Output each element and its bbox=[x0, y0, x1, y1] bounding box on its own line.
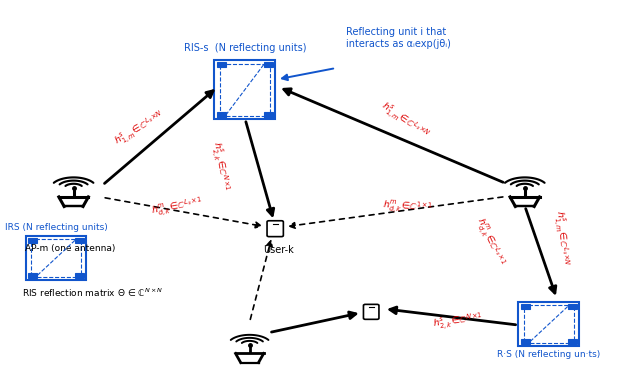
Bar bbox=[524, 305, 574, 343]
Bar bbox=[264, 62, 273, 67]
Text: $h^{s}_{1,m}\!\in\!\mathbb{C}^{L_s\!\times\! N}$: $h^{s}_{1,m}\!\in\!\mathbb{C}^{L_s\!\tim… bbox=[377, 98, 432, 144]
Bar bbox=[26, 236, 86, 280]
Text: RIS-s  (N reflecting units): RIS-s (N reflecting units) bbox=[184, 43, 307, 53]
Bar bbox=[31, 239, 81, 277]
Text: AP-m (one antenna): AP-m (one antenna) bbox=[25, 244, 116, 253]
Text: RIS reflection matrix Θ ∈ ℂ$^{N\times N}$: RIS reflection matrix Θ ∈ ℂ$^{N\times N}… bbox=[22, 287, 164, 299]
Bar bbox=[568, 304, 577, 309]
Bar bbox=[568, 339, 577, 344]
Text: $h^{m}_{d,k}\!\in\!\mathbb{C}^{1\!\times\! 1}$: $h^{m}_{d,k}\!\in\!\mathbb{C}^{1\!\times… bbox=[381, 198, 433, 218]
Bar bbox=[264, 112, 273, 118]
Text: Reflecting unit i that
interacts as αᵢexp(jθᵢ): Reflecting unit i that interacts as αᵢex… bbox=[346, 27, 451, 49]
Text: $h^{s}_{2,k}\!\in\!\mathbb{C}^{N\!\times\! 1}$: $h^{s}_{2,k}\!\in\!\mathbb{C}^{N\!\times… bbox=[431, 311, 484, 333]
Text: User-k: User-k bbox=[263, 245, 294, 254]
Bar bbox=[220, 64, 270, 116]
Text: IRS (N reflecting units): IRS (N reflecting units) bbox=[4, 223, 108, 232]
FancyBboxPatch shape bbox=[267, 221, 284, 237]
Bar bbox=[75, 238, 84, 243]
Bar bbox=[75, 273, 84, 278]
Bar bbox=[217, 112, 226, 118]
Bar bbox=[217, 62, 226, 67]
Text: R·S (N reflecting un·ts): R·S (N reflecting un·ts) bbox=[497, 350, 600, 359]
FancyBboxPatch shape bbox=[364, 304, 379, 319]
Text: $h^{s}_{1,m}\!\in\!\mathbb{C}^{L_s\!\times\! N}$: $h^{s}_{1,m}\!\in\!\mathbb{C}^{L_s\!\tim… bbox=[111, 107, 168, 150]
Bar bbox=[518, 302, 579, 346]
Bar bbox=[521, 339, 530, 344]
Text: $h^{m}_{d,k}\!\in\!\mathbb{C}^{L_s\!\times\! 1}$: $h^{m}_{d,k}\!\in\!\mathbb{C}^{L_s\!\tim… bbox=[150, 195, 204, 220]
Bar bbox=[28, 238, 37, 243]
Text: $h^{m}_{d,k}\!\in\!\mathbb{C}^{L_s\!\times\! 1}$: $h^{m}_{d,k}\!\in\!\mathbb{C}^{L_s\!\tim… bbox=[471, 215, 508, 269]
Text: $h^{s}_{1,m}\!\in\!\mathbb{C}^{L_s\!\times\! N}$: $h^{s}_{1,m}\!\in\!\mathbb{C}^{L_s\!\tim… bbox=[550, 210, 572, 266]
Bar bbox=[214, 60, 275, 119]
Text: $h^{s}_{2,k}\!\in\!\mathbb{C}^{N\!\times\! 1}$: $h^{s}_{2,k}\!\in\!\mathbb{C}^{N\!\times… bbox=[207, 140, 232, 192]
Bar bbox=[28, 273, 37, 278]
Bar bbox=[521, 304, 530, 309]
